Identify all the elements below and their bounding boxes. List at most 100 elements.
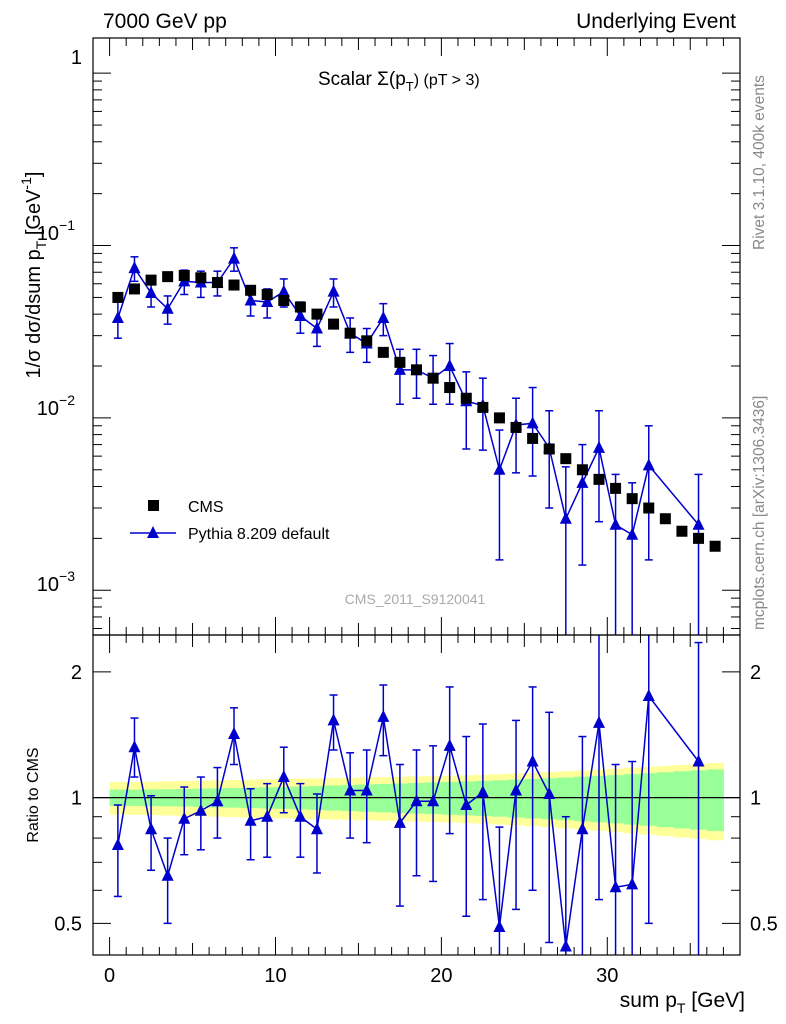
mc-point [128,261,141,274]
mc-line [117,257,700,536]
band-inner [673,771,691,829]
data-point [394,356,406,368]
data-point [527,432,539,444]
mc-point [443,359,456,372]
ratio-series [111,635,705,955]
band-inner [706,769,724,831]
mc-point [377,310,390,323]
data-point [145,274,157,286]
ratio-point [559,939,572,952]
data-point [693,532,705,544]
mc-point [626,527,639,540]
ratio-point [310,822,323,835]
ratio-point [626,877,639,890]
xtick-label-30: 30 [596,965,618,987]
ratio-ytick-label-1-left: 1 [71,788,82,810]
ratio-point [194,803,207,816]
ratio-point [427,794,440,807]
ratio-point [642,689,655,702]
data-series [112,270,721,552]
mc-point [576,475,589,488]
data-point [344,327,356,339]
ratio-point [692,754,705,767]
legend-label-pythia: Pythia 8.209 default [188,526,330,543]
bottom-panel: 2 1 0.5 2 1 0.5 Ratio to CMS 0 10 20 30 … [25,634,778,1016]
ratio-ytick-label-1-right: 1 [750,788,761,810]
xtick-label-10: 10 [264,965,286,987]
mc-point [294,309,307,322]
top-x-ticks [109,38,724,635]
ratio-point [609,880,622,893]
mc-point [526,416,539,429]
ratio-point [145,822,158,835]
legend-marker-cms [148,500,159,511]
top-panel: 1 10−1 10−2 10−3 1/σ dσ/dsum pT [GeV-1] … [18,37,741,636]
mc-point [244,293,257,306]
ratio-point [277,770,290,783]
ratio-ytick-label-0.5-right: 0.5 [750,913,778,935]
data-point [626,493,638,505]
data-point [294,301,306,313]
ratio-point [410,794,423,807]
band-inner [657,772,675,828]
ratio-point [476,785,489,798]
data-point [361,335,373,347]
data-point [328,318,340,330]
ratio-line [117,694,700,947]
data-point [228,279,240,291]
ytick-label-0.1: 10−1 [37,217,75,245]
mc-point [327,284,340,297]
ytick-label-1: 1 [71,47,82,69]
mcplots-label: mcplots.cern.ch [arXiv:1306.3436] [751,396,768,630]
ytick-label-0.01: 10−2 [37,392,75,420]
data-point [709,540,721,552]
data-point [576,464,588,476]
ratio-point [377,709,390,722]
data-point [128,283,140,295]
rivet-label: Rivet 3.1.10, 400k events [751,75,768,250]
mc-point [261,295,274,308]
ytick-label-0.001: 10−3 [37,568,75,596]
ratio-point [443,738,456,751]
mc-point [393,362,406,375]
ratio-point [360,783,373,796]
legend: CMS Pythia 8.209 default [130,499,330,543]
ratio-point [543,787,556,800]
xtick-label-20: 20 [430,965,452,987]
ratio-point [294,809,307,822]
data-point [543,443,555,455]
data-point [560,453,572,465]
mc-point [145,286,158,299]
top-y-axis-title: 1/σ dσ/dsum pT [GeV-1] [18,172,49,379]
ratio-point [344,783,357,796]
band-inner [557,777,575,821]
data-point [659,513,671,525]
ratio-point [393,815,406,828]
mc-point [642,458,655,471]
legend-label-cms: CMS [188,499,224,516]
ratio-point [244,813,257,826]
mc-point [161,301,174,314]
ratio-ytick-label-2-right: 2 [750,662,761,684]
ratio-point [128,740,141,753]
plot-title: Scalar Σ(pT) (pT > 3) [318,69,480,94]
xtick-label-0: 0 [104,965,115,987]
mc-point [228,251,241,264]
data-point [643,502,655,514]
mc-point [559,511,572,524]
data-point [377,346,389,358]
ratio-ytick-label-0.5-left: 0.5 [54,913,82,935]
ratio-point [576,822,589,835]
data-point [162,271,174,283]
ratio-point [161,868,174,881]
mc-point [310,321,323,334]
bottom-plot-frame [92,634,741,956]
ratio-point [228,726,241,739]
mc-point [692,517,705,530]
bottom-x-ticks [109,635,724,955]
analysis-watermark: CMS_2011_S9120041 [345,591,486,607]
data-point [311,308,323,320]
data-point [195,272,207,284]
ratio-point [261,809,274,822]
data-point [610,482,622,494]
